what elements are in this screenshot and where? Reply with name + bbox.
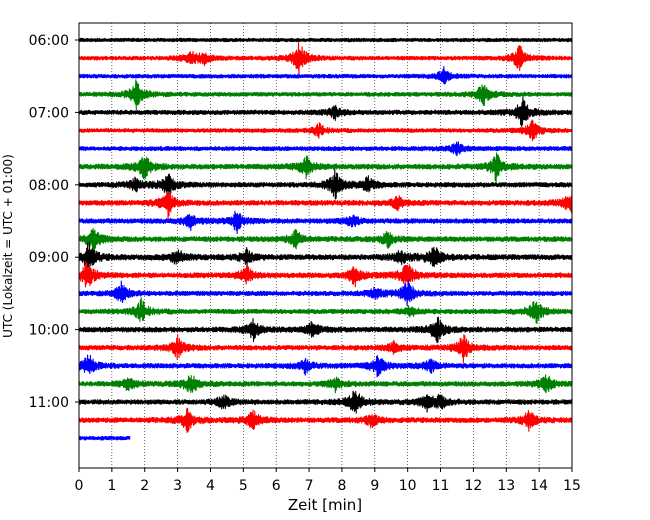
y-tick-label: 08:00 (29, 178, 69, 194)
x-tick-label: 14 (530, 478, 548, 494)
x-tick-label: 4 (206, 478, 215, 494)
x-tick-label: 10 (399, 478, 417, 494)
x-tick-label: 5 (239, 478, 248, 494)
x-grid (111, 23, 540, 468)
y-tick-label: 07:00 (29, 105, 69, 121)
x-tick-label: 12 (464, 478, 482, 494)
y-tick-label: 10:00 (29, 323, 69, 339)
x-tick-label: 13 (497, 478, 515, 494)
y-tick-label: 11:00 (29, 395, 69, 411)
x-axis-label: Zeit [min] (288, 496, 362, 514)
x-tick-label: 15 (563, 478, 581, 494)
x-tick-label: 2 (140, 478, 149, 494)
x-tick-label: 6 (272, 478, 281, 494)
y-tick-label: 09:00 (29, 250, 69, 266)
x-tick-label: 3 (173, 478, 182, 494)
x-tick-label: 11 (432, 478, 450, 494)
y-tick-label: 06:00 (29, 33, 69, 49)
x-tick-label: 8 (337, 478, 346, 494)
x-axis-ticks: 0 1 2 3 4 5 6 7 8 9 10 11 12 13 14 15 (75, 468, 581, 494)
x-tick-label: 7 (305, 478, 314, 494)
y-axis-ticks: 06:00 07:00 08:00 09:00 10:00 11:00 (29, 33, 79, 411)
plot-frame (78, 22, 573, 469)
seismic-traces (78, 37, 573, 441)
x-tick-label: 1 (107, 478, 116, 494)
x-tick-label: 9 (370, 478, 379, 494)
x-tick-label: 0 (75, 478, 84, 494)
y-axis-label: UTC (Lokalzeit = UTC + 01:00) (1, 154, 15, 338)
